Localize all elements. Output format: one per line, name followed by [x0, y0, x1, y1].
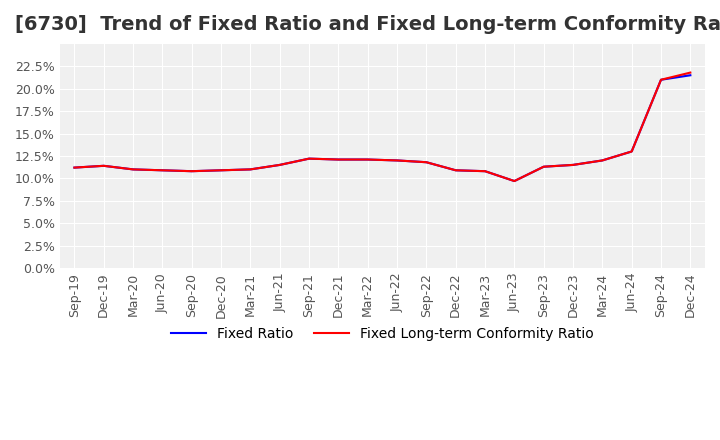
Fixed Long-term Conformity Ratio	[657, 77, 665, 82]
Fixed Long-term Conformity Ratio	[187, 169, 196, 174]
Fixed Ratio	[481, 169, 490, 174]
Fixed Ratio	[217, 168, 225, 173]
Fixed Ratio	[598, 158, 607, 163]
Fixed Ratio	[70, 165, 78, 170]
Fixed Ratio	[510, 178, 518, 183]
Fixed Ratio	[158, 168, 167, 173]
Fixed Ratio	[451, 168, 460, 173]
Fixed Ratio	[246, 167, 255, 172]
Fixed Ratio	[129, 167, 138, 172]
Fixed Ratio	[422, 160, 431, 165]
Title: [6730]  Trend of Fixed Ratio and Fixed Long-term Conformity Ratio: [6730] Trend of Fixed Ratio and Fixed Lo…	[14, 15, 720, 34]
Fixed Long-term Conformity Ratio	[246, 167, 255, 172]
Fixed Long-term Conformity Ratio	[158, 168, 167, 173]
Fixed Long-term Conformity Ratio	[481, 169, 490, 174]
Fixed Long-term Conformity Ratio	[334, 157, 343, 162]
Fixed Ratio	[334, 157, 343, 162]
Fixed Ratio	[99, 163, 108, 169]
Fixed Long-term Conformity Ratio	[422, 160, 431, 165]
Fixed Long-term Conformity Ratio	[569, 162, 577, 168]
Fixed Long-term Conformity Ratio	[451, 168, 460, 173]
Fixed Long-term Conformity Ratio	[510, 178, 518, 183]
Fixed Long-term Conformity Ratio	[70, 165, 78, 170]
Fixed Ratio	[569, 162, 577, 168]
Fixed Ratio	[627, 149, 636, 154]
Fixed Long-term Conformity Ratio	[217, 168, 225, 173]
Fixed Long-term Conformity Ratio	[305, 156, 313, 161]
Fixed Long-term Conformity Ratio	[627, 149, 636, 154]
Fixed Long-term Conformity Ratio	[99, 163, 108, 169]
Fixed Long-term Conformity Ratio	[539, 164, 548, 169]
Line: Fixed Ratio: Fixed Ratio	[74, 75, 690, 181]
Fixed Long-term Conformity Ratio	[598, 158, 607, 163]
Fixed Ratio	[539, 164, 548, 169]
Fixed Ratio	[364, 157, 372, 162]
Line: Fixed Long-term Conformity Ratio: Fixed Long-term Conformity Ratio	[74, 73, 690, 181]
Fixed Long-term Conformity Ratio	[364, 157, 372, 162]
Legend: Fixed Ratio, Fixed Long-term Conformity Ratio: Fixed Ratio, Fixed Long-term Conformity …	[166, 321, 599, 346]
Fixed Ratio	[657, 77, 665, 82]
Fixed Long-term Conformity Ratio	[686, 70, 695, 75]
Fixed Long-term Conformity Ratio	[275, 162, 284, 168]
Fixed Ratio	[392, 158, 401, 163]
Fixed Long-term Conformity Ratio	[129, 167, 138, 172]
Fixed Ratio	[187, 169, 196, 174]
Fixed Ratio	[305, 156, 313, 161]
Fixed Ratio	[686, 73, 695, 78]
Fixed Long-term Conformity Ratio	[392, 158, 401, 163]
Fixed Ratio	[275, 162, 284, 168]
